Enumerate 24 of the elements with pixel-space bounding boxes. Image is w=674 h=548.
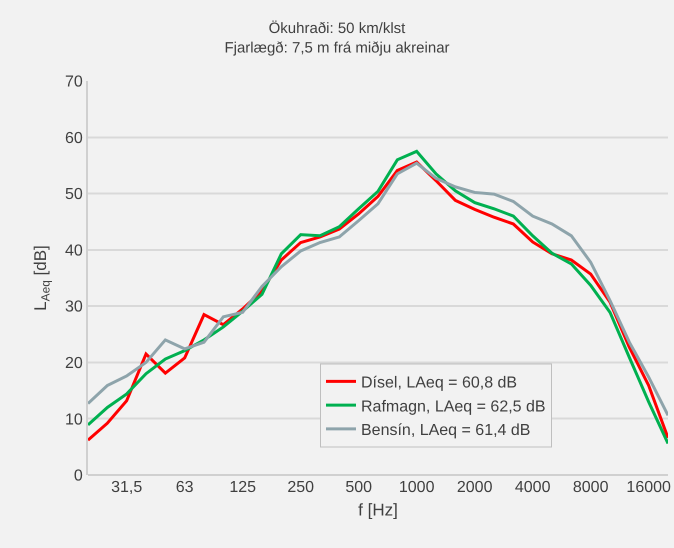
x-tick-label: 250 [287, 479, 314, 496]
x-axis-title: f [Hz] [358, 500, 398, 520]
x-tick-label: 2000 [456, 479, 493, 496]
chart-title: Ökuhraði: 50 km/klst [268, 20, 406, 37]
legend-label: Dísel, LAeq = 60,8 dB [361, 374, 518, 392]
legend-label: Rafmagn, LAeq = 62,5 dB [361, 398, 546, 416]
x-tick-label: 31,5 [111, 479, 142, 496]
x-tick-label: 4000 [514, 479, 551, 496]
x-tick-label: 125 [229, 479, 256, 496]
legend-label: Bensín, LAeq = 61,4 dB [361, 422, 530, 440]
y-tick-label: 60 [65, 130, 83, 147]
y-tick-label: 20 [65, 355, 83, 372]
y-tick-label: 30 [65, 298, 83, 316]
x-tick-label: 8000 [572, 479, 609, 496]
y-tick-label: 40 [65, 242, 83, 260]
x-tick-label: 1000 [398, 479, 435, 496]
y-tick-label: 70 [65, 74, 83, 91]
y-tick-label: 0 [74, 468, 83, 485]
chart-subtitle: Fjarlægð: 7,5 m frá miðju akreinar [224, 39, 450, 56]
x-tick-label: 16000 [626, 479, 672, 496]
x-tick-label: 63 [176, 479, 194, 496]
y-tick-label: 50 [65, 186, 83, 204]
y-tick-label: 10 [65, 411, 83, 428]
x-tick-label: 500 [345, 479, 372, 496]
